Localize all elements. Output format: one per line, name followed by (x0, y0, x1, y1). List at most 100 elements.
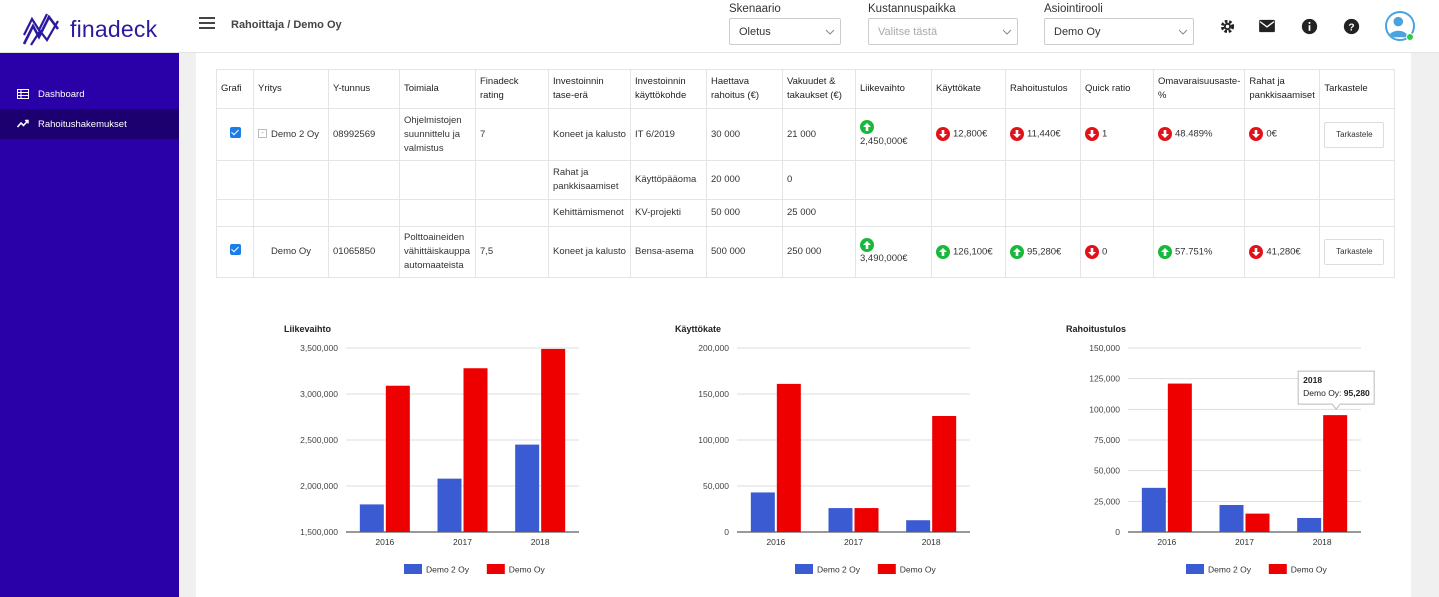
vakuudet-cell: 0 (782, 160, 856, 200)
sidebar: Dashboard Rahoitushakemukset (0, 53, 179, 597)
tase-era-cell: Koneet ja kalusto (548, 226, 631, 278)
quick-cell: 0 (1080, 226, 1154, 278)
arrow-up-icon (1010, 244, 1024, 259)
y-tick-label: 50,000 (1094, 466, 1120, 476)
quick-cell: 1 (1080, 108, 1154, 161)
omavaraisuus-value: 57.751% (1175, 246, 1213, 258)
column-header: Grafi (216, 69, 254, 109)
tase-era-cell: Koneet ja kalusto (548, 108, 631, 161)
column-header: Rahoitustulos (1005, 69, 1081, 109)
rahat-cell: 0€ (1244, 108, 1321, 161)
liikevaihto-value: 2,450,000€ (860, 135, 908, 147)
omavaraisuus-cell: 48.489% (1152, 108, 1246, 161)
y-tick-label: 3,000,000 (300, 389, 338, 399)
legend-swatch (486, 564, 505, 574)
collapse-toggle[interactable]: - (258, 129, 267, 139)
y-tick-label: 150,000 (698, 389, 729, 399)
trend-icon (17, 119, 29, 129)
bar-demo-oy-2017[interactable] (854, 508, 879, 532)
kohde-cell: Bensa-asema (630, 226, 707, 278)
chart-liikevaihto: Liikevaihto 1,500,000 2,000,000 2,500,000 3,… (266, 323, 596, 583)
column-header: Liikevaihto (855, 69, 932, 109)
chart-tooltip: 2018 Demo Oy: 95,280 (1297, 370, 1375, 410)
legend-label[interactable]: Demo Oy (900, 565, 937, 575)
bar-demo-2-oy-2017[interactable] (437, 478, 462, 532)
company-cell: - Demo 2 Oy (253, 108, 329, 161)
grafi-checkbox[interactable] (229, 244, 241, 255)
table-header-row: Grafi Yritys Y-tunnus Toimiala Finadeck … (216, 69, 1396, 109)
bar-demo-2-oy-2018[interactable] (1297, 517, 1322, 532)
grafi-cell (216, 108, 254, 161)
sidebar-item-rahoitushakemukset[interactable]: Rahoitushakemukset (0, 109, 179, 139)
bar-demo-oy-2016[interactable] (1167, 383, 1192, 532)
bar-demo-oy-2018[interactable] (1323, 415, 1348, 532)
bar-demo-2-oy-2017[interactable] (1219, 505, 1244, 532)
sidebar-item-dashboard[interactable]: Dashboard (0, 79, 179, 109)
rating-cell: 7 (475, 108, 549, 161)
column-header: Omavaraisuusaste-% (1152, 69, 1246, 109)
skenaario-select[interactable]: Oletus (729, 18, 841, 45)
company-cell: Demo Oy (253, 226, 329, 278)
tooltip-line: Demo Oy: 95,280 (1303, 388, 1370, 398)
tarkastele-button[interactable]: Tarkastele (1324, 121, 1385, 148)
column-header: Tarkastele (1319, 69, 1396, 109)
legend-swatch (404, 564, 422, 574)
table-icon (17, 89, 29, 99)
bar-demo-2-oy-2016[interactable] (1141, 487, 1166, 532)
rahoitustulos-value: 95,280€ (1027, 246, 1062, 258)
gear-icon[interactable] (1218, 17, 1236, 35)
chevron-down-icon (1173, 19, 1193, 44)
skenaario-label: Skenaario (729, 3, 781, 15)
info-icon[interactable] (1300, 17, 1318, 35)
menu-toggle-icon[interactable] (199, 17, 215, 31)
legend-label[interactable]: Demo 2 Oy (426, 565, 470, 575)
legend-label[interactable]: Demo Oy (509, 565, 546, 575)
arrow-up-icon (860, 120, 874, 135)
bar-demo-oy-2017[interactable] (463, 368, 488, 532)
table-row: - Demo 2 Oy 08992569 Ohjelmistojen suunni… (216, 108, 1396, 161)
asiointirooli-field: Asiointirooli Demo Oy (1044, 3, 1194, 45)
arrow-down-icon (1249, 127, 1264, 142)
asiointirooli-select[interactable]: Demo Oy (1044, 18, 1194, 45)
tarkastele-button[interactable]: Tarkastele (1324, 239, 1385, 265)
bar-demo-2-oy-2016[interactable] (359, 504, 384, 532)
haettava-cell: 30 000 (706, 108, 783, 161)
grafi-checkbox[interactable] (229, 126, 241, 138)
chevron-down-icon (997, 19, 1017, 44)
tooltip-box (1297, 370, 1375, 410)
mail-icon[interactable] (1258, 17, 1276, 35)
x-tick-label: 2018 (531, 537, 550, 547)
help-icon[interactable]: ? (1342, 17, 1360, 35)
asiointirooli-label: Asiointirooli (1044, 3, 1103, 15)
bar-demo-oy-2018[interactable] (932, 415, 957, 532)
vakuudet-cell: 25 000 (782, 199, 856, 227)
bar-demo-oy-2018[interactable] (541, 348, 566, 532)
bar-demo-oy-2016[interactable] (776, 383, 801, 532)
bar-demo-2-oy-2017[interactable] (828, 508, 853, 532)
arrow-down-icon (936, 127, 950, 142)
sidebar-item-label: Dashboard (38, 88, 85, 100)
finadeck-logo[interactable]: finadeck (22, 10, 172, 48)
legend-label[interactable]: Demo 2 Oy (1208, 565, 1252, 575)
tase-era-cell: Kehittämismenot (548, 199, 631, 227)
x-tick-label: 2017 (453, 537, 472, 547)
logo-text: finadeck (70, 15, 158, 42)
arrow-down-icon (1010, 127, 1024, 142)
y-tick-label: 150,000 (1089, 343, 1120, 353)
bar-demo-oy-2016[interactable] (385, 385, 410, 532)
bar-demo-2-oy-2018[interactable] (906, 520, 931, 532)
y-tick-label: 100,000 (1089, 404, 1120, 414)
rahoitustulos-value: 11,440€ (1027, 128, 1061, 140)
bar-demo-2-oy-2018[interactable] (515, 444, 540, 532)
kustannuspaikka-placeholder: Valitse tästä (878, 25, 938, 38)
kustannuspaikka-select[interactable]: Valitse tästä (868, 18, 1018, 45)
bar-demo-2-oy-2016[interactable] (750, 492, 775, 532)
bar-demo-oy-2017[interactable] (1245, 513, 1270, 532)
x-tick-label: 2016 (766, 537, 785, 547)
haettava-cell: 500 000 (706, 226, 783, 278)
main-content: Grafi Yritys Y-tunnus Toimiala Finadeck … (196, 53, 1411, 597)
kohde-cell: Käyttöpääoma (630, 160, 707, 200)
column-header: Investoinnin tase-erä (548, 69, 631, 109)
legend-label[interactable]: Demo Oy (1291, 565, 1328, 575)
legend-label[interactable]: Demo 2 Oy (817, 565, 861, 575)
